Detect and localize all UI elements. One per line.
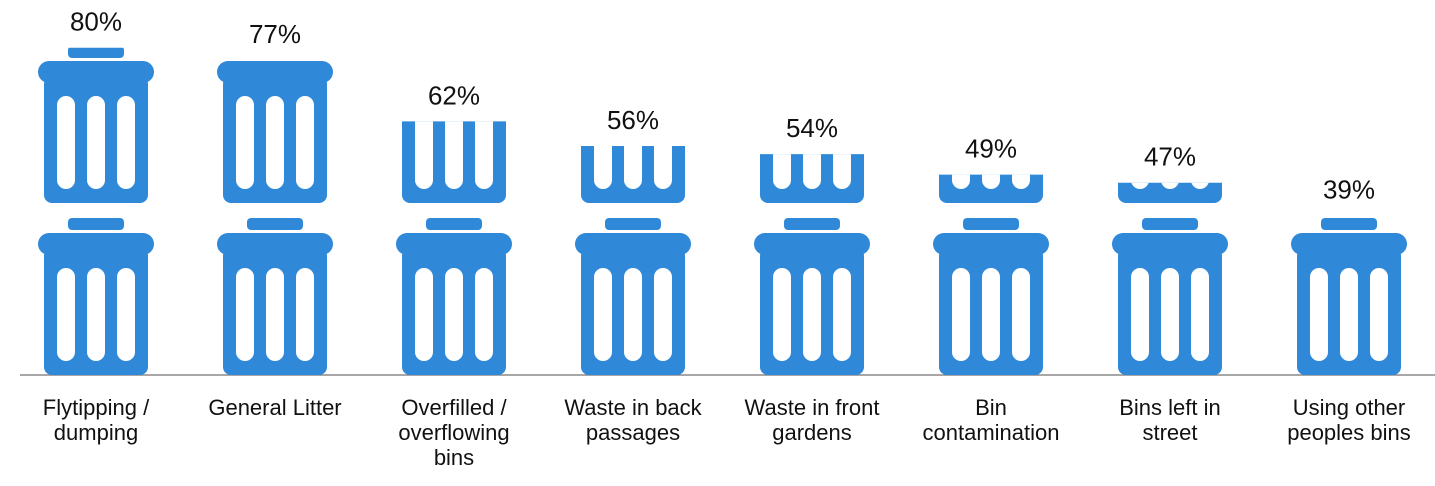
- value-label: 56%: [607, 105, 659, 135]
- x-tick-label: Waste in front gardens: [744, 395, 880, 445]
- bar: [1112, 182, 1228, 375]
- x-tick-label: Using other peoples bins: [1287, 395, 1411, 445]
- value-label: 54%: [786, 113, 838, 143]
- x-tick-label: Bins left in street: [1119, 395, 1221, 445]
- x-tick-label: Bin contamination: [922, 395, 1060, 445]
- value-label: 49%: [965, 133, 1017, 163]
- bar: [38, 47, 154, 375]
- x-tick-label: Waste in back passages: [564, 395, 702, 445]
- bar: [1291, 218, 1407, 375]
- x-tick-label: Overfilled / overflowing bins: [398, 395, 510, 470]
- bar: [217, 61, 333, 375]
- bar: [754, 154, 870, 375]
- value-label: 77%: [249, 19, 301, 49]
- bar: [575, 145, 691, 375]
- x-tick-label: General Litter: [208, 395, 342, 420]
- bar: [396, 121, 512, 375]
- bar: [933, 174, 1049, 375]
- value-label: 80%: [70, 7, 122, 37]
- value-label: 47%: [1144, 142, 1196, 172]
- value-label: 39%: [1323, 174, 1375, 204]
- x-tick-label: Flytipping / dumping: [42, 395, 150, 445]
- value-label: 62%: [428, 80, 480, 110]
